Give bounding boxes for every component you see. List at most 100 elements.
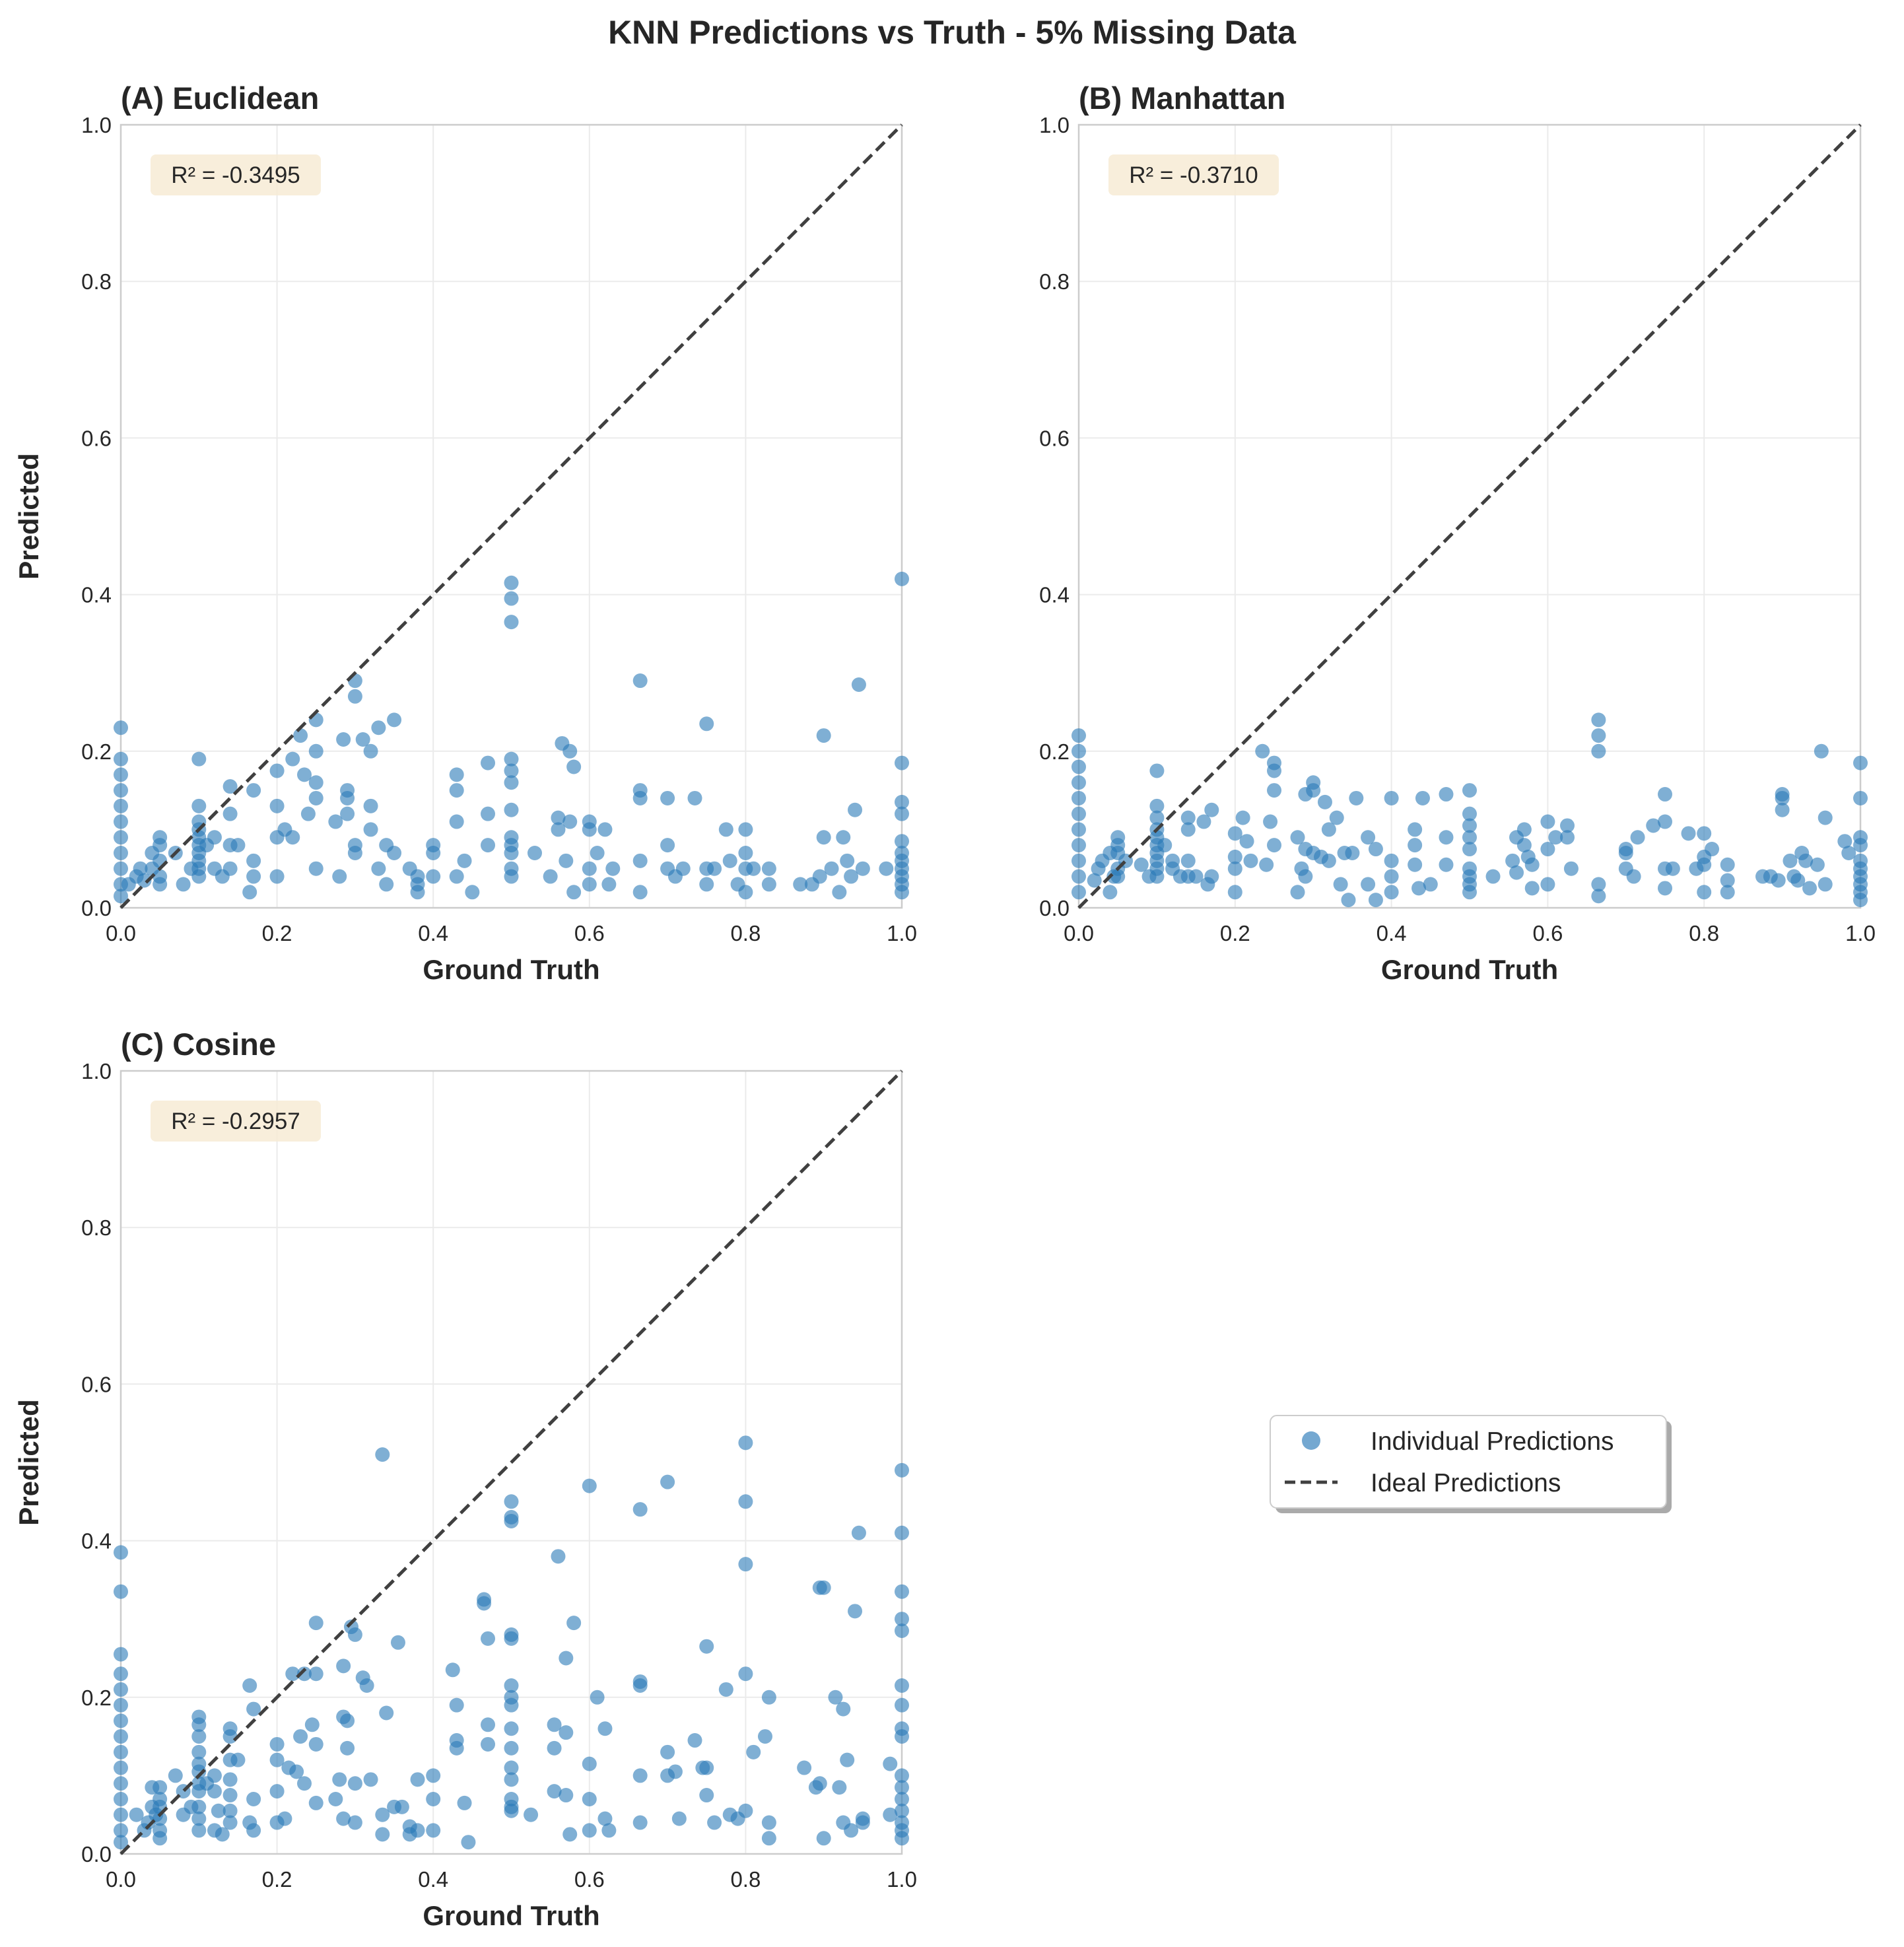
data-point bbox=[504, 845, 519, 860]
data-point bbox=[851, 677, 866, 692]
data-point bbox=[114, 1713, 128, 1728]
data-point bbox=[191, 1717, 207, 1732]
data-point bbox=[355, 732, 370, 747]
data-point bbox=[191, 1811, 207, 1826]
data-point bbox=[660, 838, 675, 853]
data-point bbox=[504, 1760, 519, 1775]
data-point bbox=[246, 1823, 261, 1838]
data-point bbox=[328, 1791, 343, 1806]
legend-box bbox=[1270, 1415, 1667, 1509]
data-point bbox=[895, 794, 909, 809]
data-point bbox=[1837, 834, 1853, 849]
data-point bbox=[738, 1435, 753, 1451]
data-point bbox=[114, 1807, 128, 1822]
y-tick-label: 0.4 bbox=[81, 583, 112, 607]
data-point bbox=[242, 1678, 257, 1693]
data-point bbox=[1485, 869, 1501, 884]
data-point bbox=[1134, 857, 1149, 872]
data-point bbox=[1462, 806, 1477, 821]
data-point bbox=[895, 571, 909, 586]
data-point bbox=[895, 1697, 909, 1713]
data-point bbox=[1071, 743, 1086, 759]
data-point bbox=[543, 869, 558, 884]
panel-euclidean: 0.00.0 0.2 0.2 0.4 0.4 0.6 0.6 0.8 0.8 1.0 1.0 R² =… bbox=[13, 81, 917, 985]
data-point bbox=[1196, 814, 1211, 829]
data-point bbox=[445, 1662, 460, 1678]
data-point bbox=[1071, 822, 1086, 837]
data-point bbox=[582, 1756, 597, 1771]
data-point bbox=[660, 790, 675, 805]
data-point bbox=[230, 1752, 246, 1767]
data-point bbox=[1720, 857, 1735, 872]
data-point bbox=[738, 822, 753, 837]
data-point bbox=[699, 1760, 714, 1775]
data-point bbox=[1462, 842, 1477, 857]
data-point bbox=[1368, 893, 1383, 908]
data-point bbox=[114, 751, 128, 767]
data-point bbox=[1658, 814, 1672, 829]
data-point bbox=[114, 1791, 128, 1806]
data-point bbox=[1720, 873, 1735, 888]
data-point bbox=[1626, 869, 1641, 884]
data-point bbox=[605, 861, 621, 876]
data-point bbox=[390, 1635, 405, 1650]
data-point bbox=[895, 1623, 909, 1638]
data-point bbox=[504, 1740, 519, 1756]
r2-annotation: R² = -0.3710 bbox=[1129, 162, 1258, 188]
data-point bbox=[269, 763, 285, 778]
data-point bbox=[191, 1764, 207, 1779]
y-tick-label: 0.8 bbox=[1039, 269, 1070, 294]
data-point bbox=[840, 1752, 855, 1767]
data-point bbox=[207, 1768, 222, 1783]
data-point bbox=[308, 743, 323, 759]
data-point bbox=[379, 1705, 394, 1721]
y-tick-label: 0.2 bbox=[1039, 739, 1070, 764]
data-point bbox=[114, 767, 128, 782]
data-point bbox=[1290, 885, 1305, 900]
data-point bbox=[562, 1827, 578, 1842]
data-point bbox=[632, 853, 648, 868]
y-tick-label: 0.0 bbox=[81, 1842, 112, 1866]
data-point bbox=[336, 732, 351, 747]
data-point bbox=[114, 1760, 128, 1775]
data-point bbox=[1071, 759, 1086, 774]
data-point bbox=[722, 853, 737, 868]
y-tick-label: 0.0 bbox=[1039, 896, 1070, 920]
data-point bbox=[246, 853, 261, 868]
data-point bbox=[1259, 857, 1274, 872]
data-point bbox=[336, 1658, 351, 1674]
data-point bbox=[590, 1690, 605, 1705]
data-point bbox=[191, 1729, 207, 1744]
data-point bbox=[1149, 798, 1165, 813]
data-point bbox=[308, 1616, 323, 1631]
data-point bbox=[1180, 822, 1196, 837]
ideal-prediction-line bbox=[119, 1070, 903, 1855]
data-point bbox=[1665, 861, 1680, 876]
data-point bbox=[687, 1733, 702, 1748]
x-tick-label: 1.0 bbox=[1845, 921, 1876, 945]
data-point bbox=[375, 1807, 390, 1822]
data-point bbox=[1341, 893, 1356, 908]
data-point bbox=[1087, 873, 1102, 888]
data-point bbox=[547, 1717, 562, 1732]
data-point bbox=[812, 1776, 827, 1791]
y-tick-label: 0.2 bbox=[81, 739, 112, 764]
data-point bbox=[1103, 885, 1118, 900]
r2-box bbox=[1108, 154, 1279, 195]
data-point bbox=[191, 1823, 207, 1838]
data-point bbox=[375, 1827, 390, 1842]
data-point bbox=[816, 1580, 831, 1595]
x-tick-label: 0.0 bbox=[106, 921, 136, 945]
data-point bbox=[332, 1772, 347, 1787]
data-point bbox=[1263, 814, 1278, 829]
data-point bbox=[1591, 889, 1606, 904]
data-point bbox=[114, 830, 128, 845]
data-point bbox=[246, 1791, 261, 1806]
data-point bbox=[426, 1823, 441, 1838]
data-point bbox=[1317, 794, 1332, 809]
data-point bbox=[895, 806, 909, 821]
y-tick-label: 1.0 bbox=[81, 1059, 112, 1083]
data-point bbox=[1775, 790, 1790, 805]
data-point bbox=[1591, 712, 1606, 728]
